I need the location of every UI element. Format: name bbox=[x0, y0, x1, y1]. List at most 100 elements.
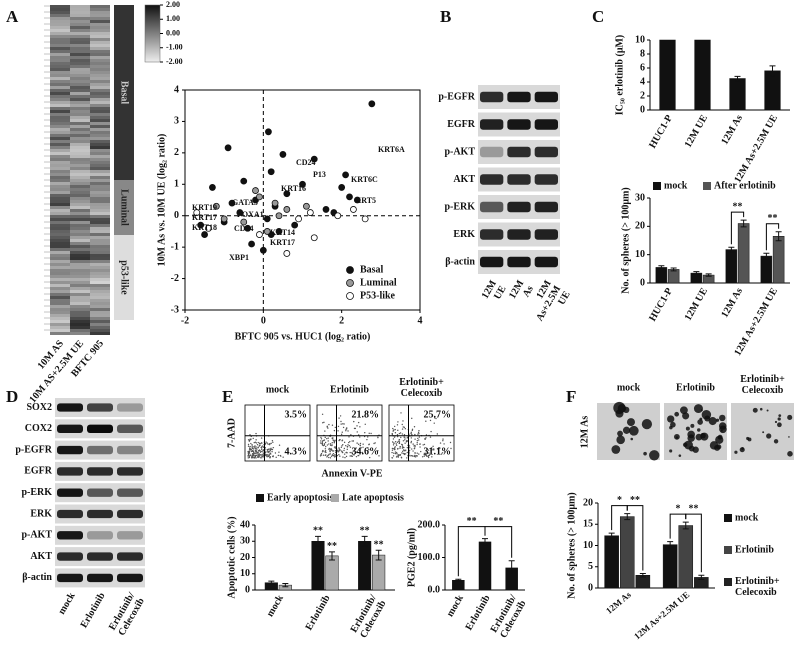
blot-label: ERK bbox=[453, 229, 475, 240]
blot-band bbox=[534, 174, 558, 185]
flow-event bbox=[368, 432, 370, 435]
flow-event bbox=[260, 450, 262, 453]
heatmap-cell bbox=[90, 95, 110, 98]
heatmap-cell bbox=[70, 194, 90, 197]
flow-event bbox=[324, 430, 326, 432]
flow-event bbox=[402, 440, 405, 442]
flow-event bbox=[321, 444, 324, 446]
significance-label: ** bbox=[493, 516, 503, 527]
flow-event bbox=[406, 437, 408, 439]
flow-event bbox=[439, 442, 442, 444]
sphere bbox=[715, 418, 720, 422]
flow-event bbox=[327, 437, 329, 439]
blot-label: ERK bbox=[30, 508, 52, 519]
flow-event bbox=[346, 448, 348, 451]
blot-band bbox=[480, 201, 504, 213]
heatmap-cell bbox=[90, 110, 110, 113]
flow-event bbox=[328, 448, 330, 451]
flow-event bbox=[247, 453, 250, 456]
flow-event bbox=[401, 433, 404, 435]
heatmap-cell bbox=[70, 32, 90, 35]
flow-event bbox=[261, 457, 263, 459]
heatmap-cell bbox=[90, 176, 110, 179]
heatmap-cell bbox=[50, 251, 70, 254]
heatmap-cell bbox=[90, 203, 110, 206]
sphere bbox=[718, 422, 727, 430]
flow-event bbox=[399, 432, 402, 434]
scatter-point bbox=[310, 155, 318, 163]
heatmap-cell bbox=[70, 173, 90, 176]
heatmap-cell bbox=[50, 314, 70, 317]
heatmap-cell bbox=[70, 245, 90, 248]
heatmap-cell bbox=[70, 131, 90, 134]
flow-event bbox=[414, 452, 417, 454]
flow-event bbox=[333, 446, 336, 448]
heatmap-cell bbox=[70, 53, 90, 56]
flow-x-label: Annexin V-PE bbox=[321, 468, 382, 479]
quadrant-percent: 25.7% bbox=[424, 409, 452, 420]
error-bar bbox=[268, 580, 275, 585]
heatmap-cell bbox=[70, 134, 90, 137]
flow-event bbox=[253, 447, 255, 449]
heatmap-cell bbox=[90, 251, 110, 254]
sphere bbox=[778, 414, 782, 418]
lane-label: mock bbox=[56, 590, 77, 616]
heatmap-cell bbox=[90, 266, 110, 269]
flow-event bbox=[343, 423, 345, 425]
heatmap-cell bbox=[70, 260, 90, 263]
x-tick-label: Erlotinib bbox=[464, 593, 493, 633]
y-axis-label: IC₅₀ erlotinib (μM) bbox=[614, 35, 625, 116]
flow-event bbox=[329, 444, 332, 446]
flow-event bbox=[320, 438, 323, 440]
blot-band bbox=[117, 531, 143, 540]
heatmap-cell bbox=[70, 266, 90, 269]
flow-event bbox=[429, 419, 432, 422]
flow-event bbox=[254, 441, 257, 443]
heatmap-cell bbox=[50, 38, 70, 41]
flow-event bbox=[346, 427, 348, 429]
flow-event bbox=[321, 422, 324, 424]
image-title: Erlotinib+ Celecoxib bbox=[740, 374, 785, 396]
y-axis-label: No. of spheres (> 100μm) bbox=[566, 492, 577, 598]
heatmap-cell bbox=[50, 221, 70, 224]
flow-event bbox=[249, 454, 251, 457]
heatmap-cell bbox=[50, 269, 70, 272]
heatmap-cell bbox=[70, 158, 90, 161]
x-tick-label: 12M As bbox=[604, 589, 633, 616]
flow-event bbox=[345, 430, 347, 432]
heatmap-cell bbox=[90, 263, 110, 266]
gene-label: P13 bbox=[313, 170, 326, 179]
heatmap-cell bbox=[70, 149, 90, 152]
sphere bbox=[669, 449, 673, 453]
y-tick-label: 10 bbox=[240, 568, 250, 579]
flow-event bbox=[338, 448, 340, 450]
flow-event bbox=[271, 448, 274, 451]
y-tick-label: -2 bbox=[171, 273, 179, 284]
flow-event bbox=[339, 449, 341, 452]
gene-label: FOXA1 bbox=[237, 210, 264, 219]
heatmap-cell bbox=[50, 218, 70, 221]
heatmap-cell bbox=[90, 29, 110, 32]
sphere bbox=[719, 414, 726, 422]
sphere bbox=[766, 409, 769, 412]
heatmap-cell bbox=[50, 5, 70, 8]
legend-swatch bbox=[703, 182, 711, 190]
blot-band bbox=[87, 488, 113, 497]
heatmap-cell bbox=[70, 155, 90, 158]
flow-event bbox=[392, 427, 394, 430]
heatmap-cell bbox=[70, 272, 90, 275]
flow-frame bbox=[388, 404, 455, 462]
gene-label: CD44 bbox=[234, 224, 254, 233]
heatmap-cell bbox=[50, 122, 70, 125]
scatter-point bbox=[306, 209, 314, 216]
heatmap-cell bbox=[90, 227, 110, 230]
y-tick-label: 10 bbox=[635, 249, 645, 260]
flow-event bbox=[342, 423, 344, 425]
y-tick-label: 0 bbox=[640, 277, 645, 288]
panel-letter: F bbox=[566, 387, 576, 406]
blot-band bbox=[87, 445, 113, 455]
heatmap-cell bbox=[50, 17, 70, 20]
heatmap-cell bbox=[50, 185, 70, 188]
flow-event bbox=[349, 455, 351, 457]
sphere bbox=[701, 410, 712, 420]
